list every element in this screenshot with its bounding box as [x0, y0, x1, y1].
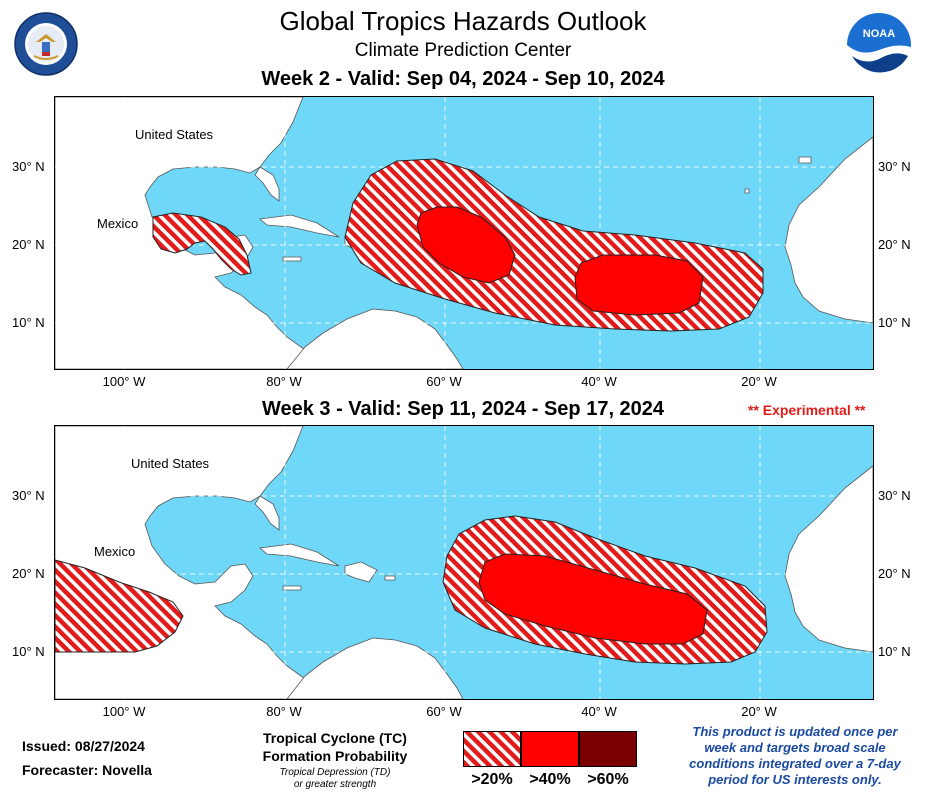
week2-lon-label-60w: 60° W	[426, 374, 462, 389]
week3-lat-label-10n-left: 10° N	[12, 644, 45, 659]
week3-title: Week 3 - Valid: Sep 11, 2024 - Sep 17, 2…	[261, 398, 665, 420]
week2-lon-label-40w: 40° W	[581, 374, 617, 389]
disclaimer-line3: conditions integrated over a 7-day	[689, 756, 901, 771]
week3-probability-areas	[55, 515, 768, 665]
week2-lon-label-100w: 100° W	[102, 374, 146, 389]
legend-label-40pct: >40%	[529, 771, 571, 788]
week2-gulf-20pct-area	[152, 212, 252, 276]
legend-label-20pct: >20%	[471, 771, 513, 788]
page-subtitle: Climate Prediction Center	[354, 40, 572, 61]
week2-atlantic-west-40pct-area	[416, 206, 516, 284]
week3-map: United States Mexico	[54, 425, 874, 700]
week3-lat-label-20n-left: 20° N	[12, 566, 45, 581]
week3-label-mexico: Mexico	[94, 544, 136, 559]
week3-lon-label-40w: 40° W	[581, 704, 617, 719]
week3-lon-label-20w: 20° W	[741, 704, 777, 719]
week2-label-mexico: Mexico	[97, 216, 139, 231]
commerce-seal-logo	[14, 12, 78, 76]
week2-title: Week 2 - Valid: Sep 04, 2024 - Sep 10, 2…	[261, 68, 665, 90]
week2-lat-label-10n-left: 10° N	[12, 315, 45, 330]
forecaster-name: Forecaster: Novella	[22, 762, 152, 778]
noaa-logo: NOAA	[846, 12, 912, 79]
week2-probability-areas	[152, 158, 764, 332]
week3-lon-label-60w: 60° W	[426, 704, 462, 719]
week3-lon-label-100w: 100° W	[102, 704, 146, 719]
week2-lat-label-30n-left: 30° N	[12, 159, 45, 174]
week2-lon-label-80w: 80° W	[266, 374, 302, 389]
legend-note: Tropical Depression (TD) or greater stre…	[240, 767, 430, 791]
legend-label-60pct: >60%	[587, 771, 629, 788]
legend-swatch-60pct	[579, 731, 637, 767]
week2-lon-label-20w: 20° W	[741, 374, 777, 389]
week2-lat-label-20n-right: 20° N	[878, 237, 911, 252]
experimental-badge: ** Experimental **	[748, 402, 866, 418]
legend-title: Tropical Cyclone (TC) Formation Probabil…	[230, 729, 440, 765]
disclaimer-line2: week and targets broad scale	[704, 740, 886, 755]
disclaimer-line1: This product is updated once per	[692, 724, 898, 739]
week2-lat-label-20n-left: 20° N	[12, 237, 45, 252]
legend-title-line2: Formation Probability	[262, 748, 408, 764]
legend-swatch-20pct	[463, 731, 521, 767]
week2-lat-label-30n-right: 30° N	[878, 159, 911, 174]
page-title: Global Tropics Hazards Outlook	[279, 6, 647, 36]
week2-lat-label-10n-right: 10° N	[878, 315, 911, 330]
week2-atlantic-east-40pct-area	[574, 254, 704, 316]
week3-lat-label-30n-left: 30° N	[12, 488, 45, 503]
week3-lat-label-10n-right: 10° N	[878, 644, 911, 659]
week2-map: United States Mexico	[54, 96, 874, 370]
noaa-logo-text: NOAA	[862, 28, 896, 40]
week3-atlantic-40pct-area	[478, 553, 708, 645]
disclaimer-line4: period for US interests only.	[708, 772, 882, 787]
week3-lat-label-20n-right: 20° N	[878, 566, 911, 581]
disclaimer-text: This product is updated once per week an…	[672, 724, 918, 788]
issued-date: Issued: 08/27/2024	[22, 738, 145, 754]
week2-atlantic-20pct-area	[344, 158, 764, 332]
week3-label-united-states: United States	[131, 456, 210, 471]
legend-swatch-40pct	[521, 731, 579, 767]
week3-lat-label-30n-right: 30° N	[878, 488, 911, 503]
week3-lon-label-80w: 80° W	[266, 704, 302, 719]
week3-pacific-20pct-area	[55, 559, 184, 653]
legend-title-line1: Tropical Cyclone (TC)	[263, 730, 407, 746]
legend-note-line2: or greater strength	[293, 779, 377, 790]
legend-note-line1: Tropical Depression (TD)	[279, 767, 391, 778]
week2-label-united-states: United States	[135, 127, 214, 142]
